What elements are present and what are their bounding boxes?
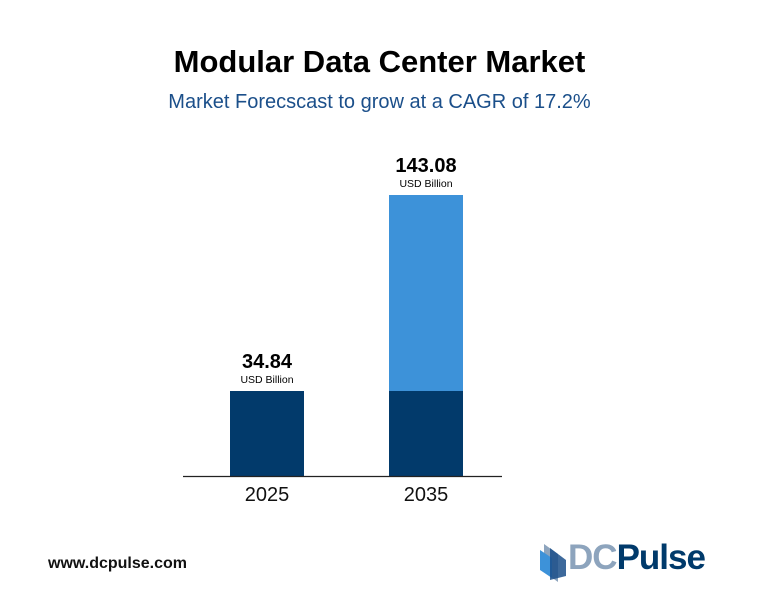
dcpulse-logo: DCPulse — [538, 536, 718, 584]
logo-text-dc: DC — [568, 538, 618, 577]
x-tick-label-2035: 2035 — [404, 484, 449, 506]
unit-label-2035: USD Billion — [399, 178, 452, 190]
data-label-2035: 143.08 — [395, 155, 456, 177]
logo-text-pulse: Pulse — [616, 538, 706, 577]
bar-segment-2025-base — [230, 391, 304, 476]
chart-title: Modular Data Center Market — [173, 44, 586, 79]
bar-segment-2035-growth — [389, 195, 463, 391]
data-label-2025: 34.84 — [242, 351, 293, 373]
unit-label-2025: USD Billion — [240, 374, 293, 386]
website-url: www.dcpulse.com — [48, 555, 187, 572]
logo-mark-icon — [540, 544, 566, 582]
bar-segment-2035-base — [389, 391, 463, 476]
x-tick-label-2025: 2025 — [245, 484, 290, 506]
chart-subtitle: Market Forecscast to grow at a CAGR of 1… — [168, 91, 591, 113]
